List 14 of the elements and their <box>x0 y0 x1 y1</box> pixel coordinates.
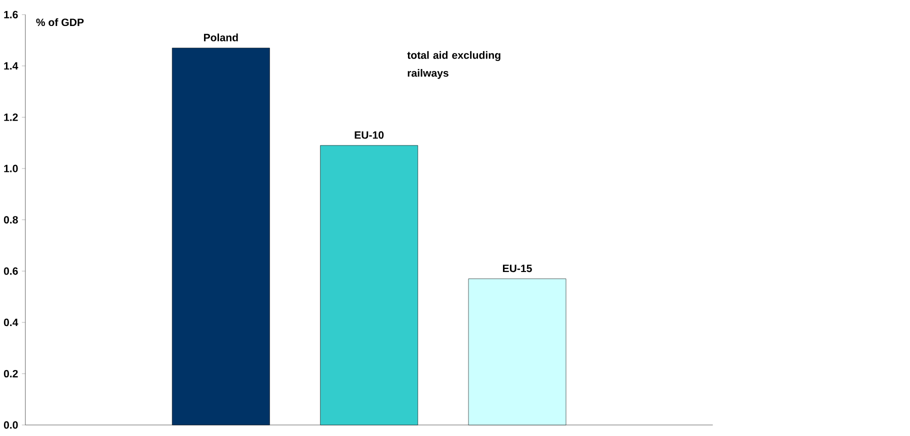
y-tick-label: 1.0 <box>4 164 18 172</box>
y-tick-label: 0.2 <box>4 370 18 378</box>
y-tick-label: 0.8 <box>4 216 18 224</box>
x-tick-label: EU-10 <box>354 132 384 139</box>
y-axis-title: % of GDP <box>36 18 84 26</box>
annotation: total aid excluding railways <box>407 51 500 80</box>
y-tick-label: 0.6 <box>4 268 18 276</box>
y-tick-label: 1.4 <box>4 62 18 70</box>
y-tick-label: 1.2 <box>4 114 18 122</box>
x-tick-label: EU-15 <box>502 264 532 272</box>
y-tick-label: 0.4 <box>4 318 18 326</box>
x-tick-label: Poland <box>204 34 238 42</box>
y-tick-label: 1.6 <box>4 11 18 19</box>
y-tick-label: 0.0 <box>4 421 18 429</box>
